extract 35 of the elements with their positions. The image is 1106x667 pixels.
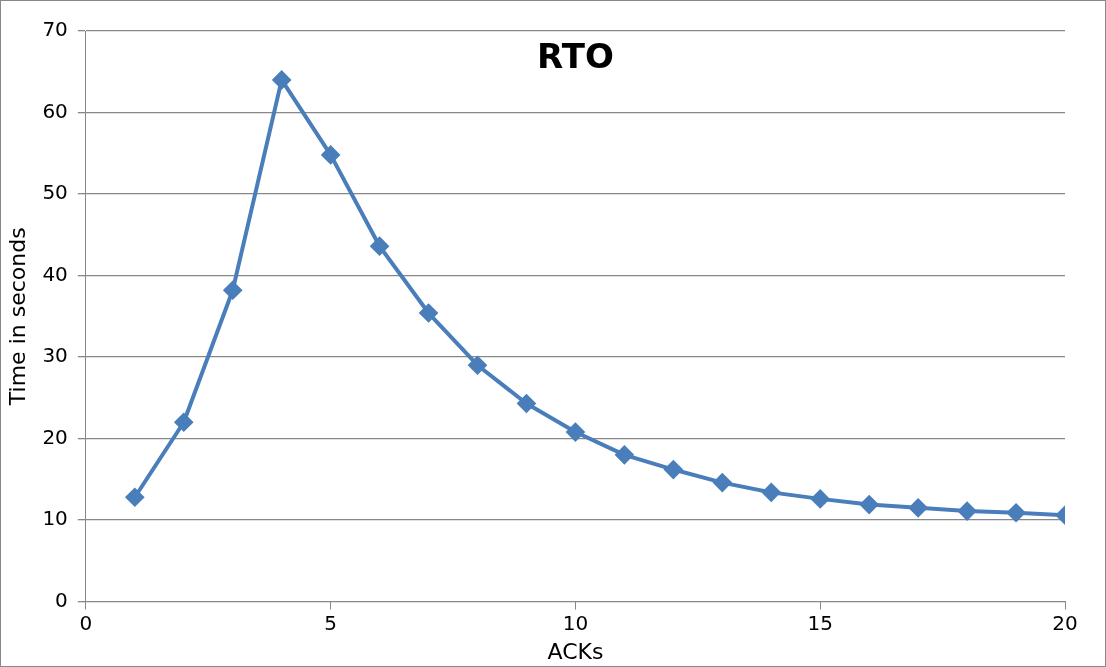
point	[958, 502, 977, 521]
point	[860, 495, 879, 514]
point	[272, 70, 291, 89]
y-tick-label: 20	[42, 424, 68, 449]
y-tick-label: 60	[42, 98, 68, 123]
x-tick-label: 5	[324, 610, 337, 635]
point	[517, 394, 536, 413]
point	[811, 489, 830, 508]
point	[223, 281, 242, 300]
x-tick-label: 15	[807, 610, 833, 635]
y-tick-label: 30	[42, 343, 68, 368]
point	[1007, 503, 1026, 522]
y-tick-label: 50	[42, 180, 68, 205]
point	[370, 237, 389, 256]
point	[468, 356, 487, 375]
point	[664, 460, 683, 479]
point	[566, 423, 585, 442]
point	[419, 304, 438, 323]
y-tick-label: 0	[55, 587, 68, 612]
y-tick-label: 40	[42, 261, 68, 286]
x-tick-label: 10	[562, 610, 589, 635]
y-axis-title: Time in seconds	[4, 227, 30, 407]
point	[762, 483, 781, 502]
chart-title: RTO	[537, 35, 614, 76]
x-axis-title: ACKs	[547, 638, 604, 664]
x-tick-label: 0	[79, 610, 93, 635]
point	[174, 413, 193, 432]
y-tick-label: 10	[42, 506, 68, 531]
point	[615, 445, 634, 464]
point	[321, 145, 340, 164]
point	[909, 498, 928, 517]
point	[125, 488, 144, 507]
x-tick-label: 20	[1052, 610, 1078, 635]
y-tick-label: 70	[42, 17, 68, 42]
point	[713, 473, 732, 492]
